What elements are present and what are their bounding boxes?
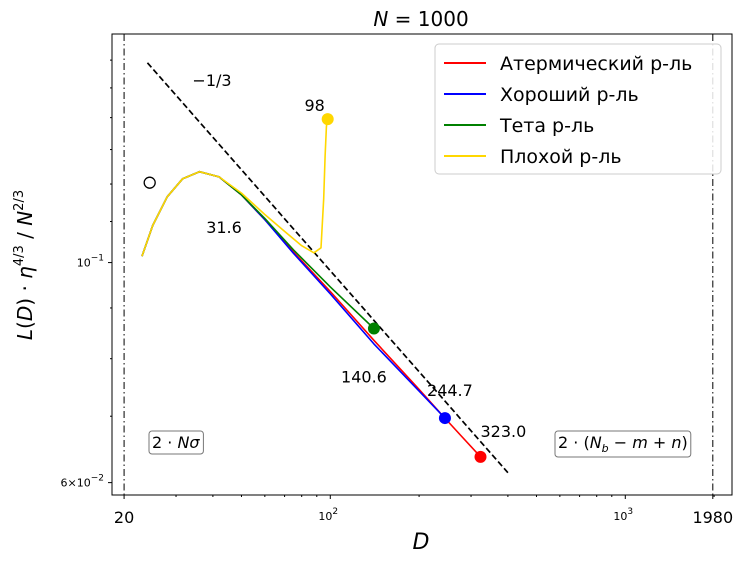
series-endpoint-marker bbox=[367, 322, 380, 335]
open-marker-label: 31.6 bbox=[206, 218, 242, 237]
x-axis-label: D bbox=[413, 530, 430, 555]
vline-label-right-box bbox=[554, 430, 692, 458]
series-endpoint-marker bbox=[321, 113, 334, 126]
vline-label-right-text: 2 · (Nb − m + n) bbox=[558, 433, 688, 455]
slope-label: −1/3 bbox=[192, 71, 231, 90]
endpoint-label: 323.0 bbox=[481, 422, 527, 441]
chart-title: N = 1000 bbox=[373, 7, 468, 31]
x-tick-label: 103 bbox=[613, 507, 633, 523]
open-circle-marker bbox=[143, 176, 156, 189]
vline-label-left-box bbox=[148, 430, 204, 455]
endpoint-label: 140.6 bbox=[341, 368, 387, 387]
plot-area bbox=[123, 34, 714, 495]
legend-label: Атермический р-ль bbox=[500, 53, 692, 75]
slope-reference-line bbox=[146, 62, 509, 474]
endpoint-label: 244.7 bbox=[427, 381, 473, 400]
x-tick-label: 20 bbox=[114, 508, 134, 527]
legend-label: Плохой р-ль bbox=[500, 146, 622, 168]
chart-title-value: = 1000 bbox=[388, 7, 468, 31]
vline-label-left: 2 · Nσ bbox=[148, 430, 204, 455]
series-endpoint-marker bbox=[474, 450, 487, 463]
legend-box bbox=[434, 43, 722, 175]
x-tick-label: 1980 bbox=[692, 508, 733, 527]
vline-label-left-text: 2 · Nσ bbox=[152, 433, 200, 452]
y-axis-label: L(D) · η4/3 / N2/3 bbox=[12, 190, 37, 340]
axes-frame bbox=[111, 33, 733, 496]
legend-label: Тета р-ль bbox=[499, 115, 594, 137]
endpoint-label: 98 bbox=[305, 96, 325, 115]
series-endpoint-marker bbox=[438, 412, 451, 425]
vline-label-right: 2 · (Nb − m + n) bbox=[554, 430, 692, 458]
y-tick-label: 6×10−2 bbox=[61, 474, 105, 490]
y-tick-label: 10−1 bbox=[77, 254, 104, 270]
legend-label: Хороший р-ль bbox=[500, 84, 639, 106]
ticks: 20 102 103 1980 10−1 6×10−2 bbox=[61, 59, 733, 527]
annotations: −1/3 323.0 244.7 140.6 98 31.6 2 · Nσ 2 · (Nb −… bbox=[148, 71, 692, 458]
x-tick-label: 102 bbox=[318, 507, 338, 523]
chart-title-variable: N bbox=[373, 7, 388, 31]
series-line-4 bbox=[141, 114, 329, 257]
legend: Атермический р-ль Хороший р-ль Тета р-ль Пл… bbox=[434, 43, 722, 175]
